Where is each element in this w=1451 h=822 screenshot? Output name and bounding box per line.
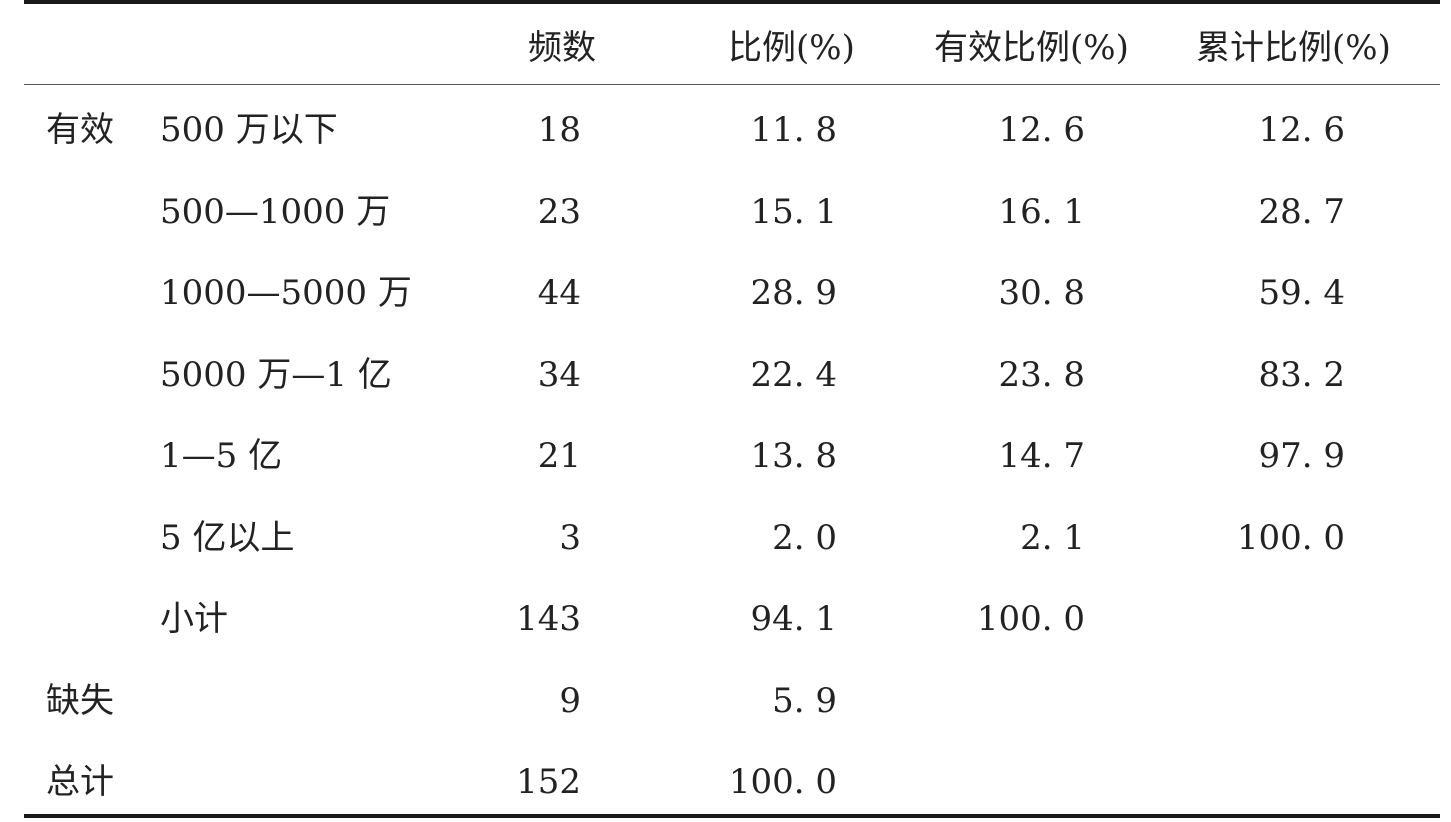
header-valid-percent: 有效比例(%) <box>934 28 1129 68</box>
row-group-label: 总计 <box>46 762 114 802</box>
header-frequency: 频数 <box>528 28 596 68</box>
row-percent: 94. 1 <box>750 599 837 639</box>
row-cumulative-percent: 28. 7 <box>1258 192 1345 232</box>
row-frequency: 152 <box>516 762 581 802</box>
row-valid-percent: 23. 8 <box>998 355 1085 395</box>
row-percent: 100. 0 <box>728 762 837 802</box>
row-percent: 15. 1 <box>750 192 837 232</box>
row-cumulative-percent: 59. 4 <box>1258 273 1345 313</box>
header-cumulative-percent: 累计比例(%) <box>1196 28 1391 68</box>
row-frequency: 3 <box>559 518 581 558</box>
row-percent: 13. 8 <box>750 436 837 476</box>
row-category-label: 1—5 亿 <box>160 436 283 476</box>
row-valid-percent: 12. 6 <box>998 110 1085 150</box>
row-group-label: 缺失 <box>46 681 114 721</box>
header-percent: 比例(%) <box>728 28 855 68</box>
table-top-rule <box>24 0 1440 4</box>
row-cumulative-percent: 83. 2 <box>1258 355 1345 395</box>
row-percent: 11. 8 <box>750 110 837 150</box>
row-valid-percent: 14. 7 <box>998 436 1085 476</box>
row-frequency: 21 <box>537 436 581 476</box>
row-frequency: 23 <box>537 192 581 232</box>
row-cumulative-percent: 97. 9 <box>1258 436 1345 476</box>
row-category-label: 500 万以下 <box>160 110 338 150</box>
row-percent: 22. 4 <box>750 355 837 395</box>
row-category-label: 500—1000 万 <box>160 192 391 232</box>
row-frequency: 9 <box>559 681 581 721</box>
row-frequency: 18 <box>537 110 581 150</box>
row-valid-percent: 30. 8 <box>998 273 1085 313</box>
row-percent: 2. 0 <box>772 518 837 558</box>
row-category-label: 1000—5000 万 <box>160 273 412 313</box>
row-cumulative-percent: 100. 0 <box>1236 518 1345 558</box>
row-valid-percent: 100. 0 <box>976 599 1085 639</box>
table-bottom-rule <box>24 814 1440 818</box>
row-category-label: 5000 万—1 亿 <box>160 355 392 395</box>
row-percent: 28. 9 <box>750 273 837 313</box>
row-valid-percent: 16. 1 <box>998 192 1085 232</box>
row-group-label: 有效 <box>46 110 114 150</box>
row-valid-percent: 2. 1 <box>1020 518 1085 558</box>
row-percent: 5. 9 <box>772 681 837 721</box>
row-frequency: 34 <box>537 355 581 395</box>
row-frequency: 143 <box>516 599 581 639</box>
row-frequency: 44 <box>537 273 581 313</box>
row-cumulative-percent: 12. 6 <box>1258 110 1345 150</box>
row-category-label: 小计 <box>160 599 228 639</box>
row-category-label: 5 亿以上 <box>160 518 295 558</box>
header-rule <box>24 84 1440 85</box>
